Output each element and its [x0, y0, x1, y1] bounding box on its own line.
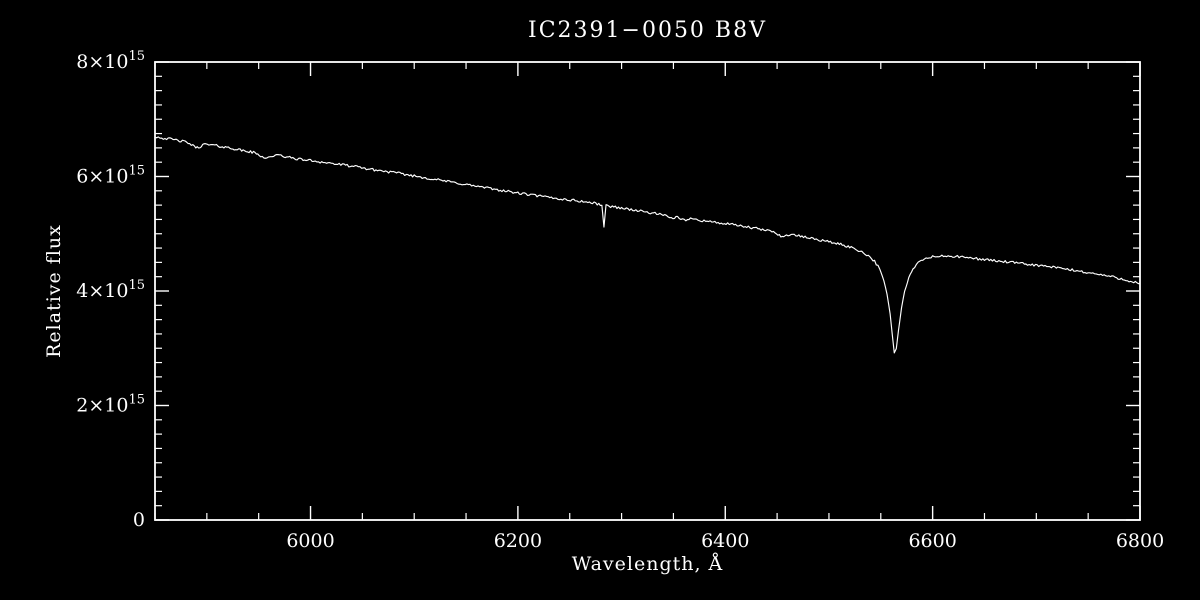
svg-text:4×1015: 4×1015 — [76, 278, 145, 302]
svg-text:6400: 6400 — [701, 530, 749, 552]
x-axis-label: Wavelength, Å — [571, 553, 724, 575]
y-axis-label: Relative flux — [43, 224, 65, 358]
svg-text:6000: 6000 — [286, 530, 334, 552]
svg-text:6600: 6600 — [908, 530, 956, 552]
svg-text:2×1015: 2×1015 — [76, 393, 145, 417]
svg-text:8×1015: 8×1015 — [76, 49, 145, 73]
svg-text:6×1015: 6×1015 — [76, 164, 145, 188]
svg-text:6800: 6800 — [1116, 530, 1164, 552]
svg-text:0: 0 — [133, 509, 145, 531]
svg-text:6200: 6200 — [494, 530, 542, 552]
chart-title: IC2391−0050 B8V — [528, 18, 767, 43]
